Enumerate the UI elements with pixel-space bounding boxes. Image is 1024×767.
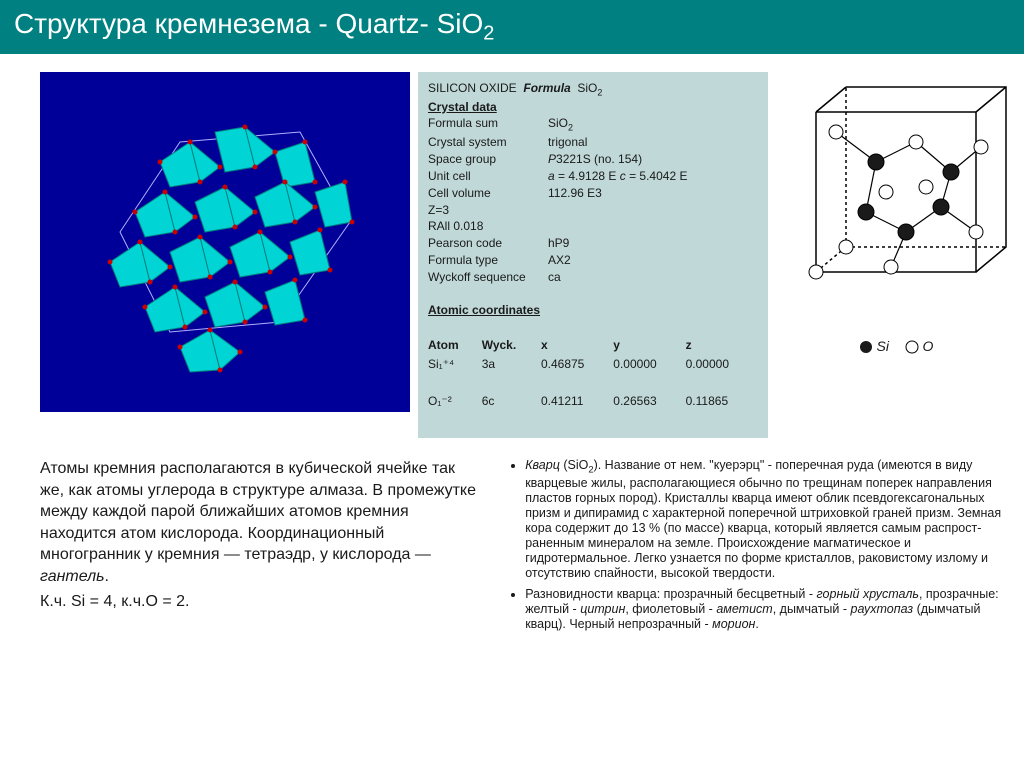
left-p1a: Атомы кремния располагаются в кубической…: [40, 460, 476, 563]
data-row: Unit cella = 4.9128 E c = 5.4042 E: [428, 168, 758, 185]
legend-si: Si: [877, 338, 889, 354]
right-bullets: Кварц (SiO2). Название от нем. "куерэрц"…: [507, 458, 1004, 638]
unit-cell-legend: Si O: [776, 338, 1016, 354]
header-formula-word: Formula: [523, 81, 570, 95]
table-row: Si₁⁺⁴3a0.468750.000000.00000: [428, 355, 758, 374]
title-text: Структура кремнезема - Quartz- SiO: [14, 8, 483, 39]
unit-cell-panel: Si O: [776, 72, 1016, 354]
legend-o: O: [922, 338, 933, 354]
atomic-table: AtomWyck.xyz Si₁⁺⁴3a0.468750.000000.0000…: [428, 336, 758, 430]
data-row: RAll 0.018: [428, 218, 758, 235]
quartz-name: Кварц: [525, 458, 560, 472]
data-row: Cell volume112.96 E3: [428, 185, 758, 202]
bottom-row: Атомы кремния располагаются в кубической…: [40, 458, 1004, 638]
li1c: ). Название от нем. "куерэрц" - поперечн…: [525, 458, 1001, 580]
data-row: Z=3: [428, 202, 758, 219]
data-row: Pearson codehP9: [428, 235, 758, 252]
header-formula: SiO: [577, 81, 597, 95]
page-title: Структура кремнезема - Quartz- SiO2: [0, 0, 1024, 54]
left-p1b: гантель: [40, 568, 105, 585]
unit-cell-svg: [776, 72, 1016, 332]
top-row: SILICON OXIDE Formula SiO2 Crystal data …: [40, 72, 1014, 438]
data-row: Space groupP3221S (no. 154): [428, 151, 758, 168]
title-sub: 2: [483, 23, 494, 45]
list-item: Кварц (SiO2). Название от нем. "куерэрц"…: [525, 458, 1004, 581]
left-paragraph: Атомы кремния располагаются в кубической…: [40, 458, 477, 638]
li2a: Разновидности кварца: прозрачный бесцвет…: [525, 587, 816, 601]
table-row: O₁⁻²6c0.412110.265630.11865: [428, 392, 758, 411]
li2d: цитрин: [580, 602, 625, 616]
data-rows: Formula sumSiO2Crystal systemtrigonalSpa…: [428, 115, 758, 285]
li2f: аметист: [716, 602, 772, 616]
header-formula-sub: 2: [597, 87, 602, 97]
left-p2: К.ч. Si = 4, к.ч.O = 2.: [40, 591, 477, 613]
li2k: .: [755, 617, 758, 631]
li2e: , фиолетовый -: [625, 602, 716, 616]
data-row: Crystal systemtrigonal: [428, 134, 758, 151]
li1b: (SiO: [560, 458, 588, 472]
crystal-data-block: SILICON OXIDE Formula SiO2 Crystal data …: [418, 72, 768, 438]
li2j: морион: [712, 617, 755, 631]
crystal-svg: [40, 72, 410, 412]
atomic-hdr: Atomic coordinates: [428, 302, 758, 319]
li2g: , дымчатый -: [773, 602, 851, 616]
table-header: AtomWyck.xyz: [428, 336, 758, 355]
li2b: горный хрусталь: [817, 587, 919, 601]
data-header: SILICON OXIDE Formula SiO2: [428, 80, 758, 99]
header-name: SILICON OXIDE: [428, 81, 517, 95]
left-p1c: .: [105, 568, 109, 585]
data-row: Wyckoff sequenceca: [428, 269, 758, 286]
data-row: Formula typeAX2: [428, 252, 758, 269]
list-item: Разновидности кварца: прозрачный бесцвет…: [525, 587, 1004, 632]
crystal-data-hdr: Crystal data: [428, 99, 758, 116]
crystal-structure-panel: [40, 72, 410, 412]
data-row: Formula sumSiO2: [428, 115, 758, 134]
li2h: раухтопаз: [851, 602, 914, 616]
